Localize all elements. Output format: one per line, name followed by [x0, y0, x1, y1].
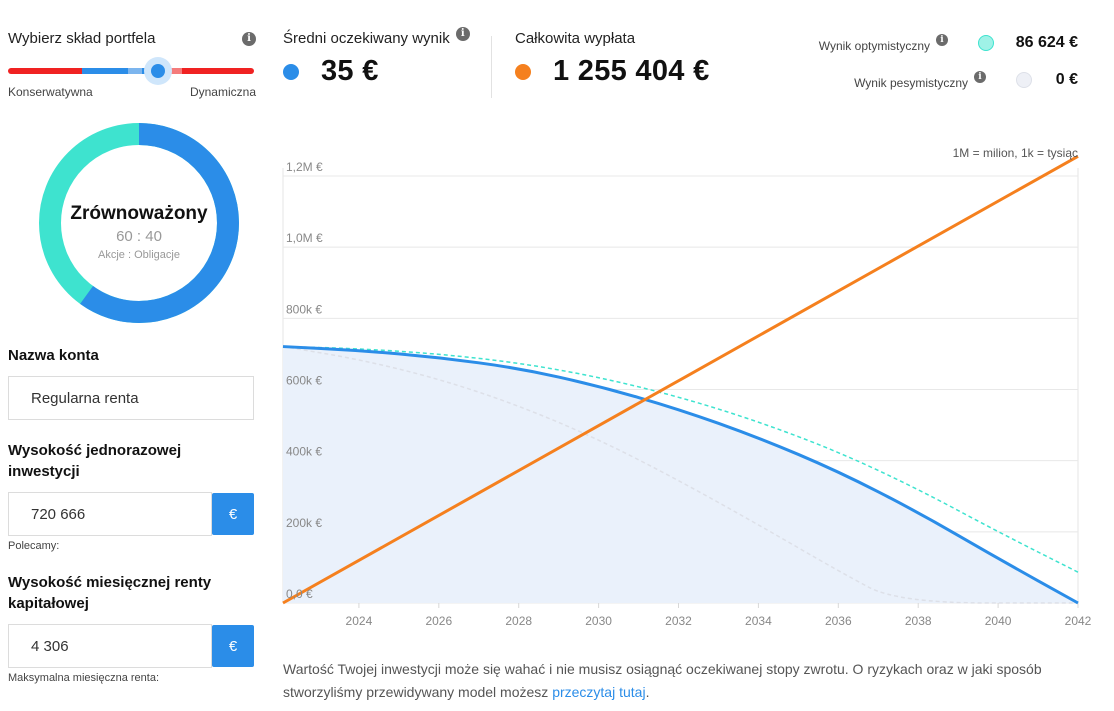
total-payout-value: 1 255 404 € — [553, 55, 710, 87]
optimistic-value: 86 624 € — [1015, 34, 1078, 51]
pessimistic-label: Wynik pesymistyczny — [854, 76, 968, 90]
chart-unit-note: 1M = milion, 1k = tysiąc — [953, 146, 1078, 160]
x-tick-label: 2024 — [346, 614, 373, 628]
pessimistic-stat: Wynik pesymistyczny i 0 € — [854, 70, 1078, 90]
lump-sum-section: Wysokość jednorazowej inwestycji 720 666… — [8, 440, 256, 552]
optimistic-label: Wynik optymistyczny — [818, 39, 930, 53]
slider-labels: Konserwatywna Dynamiczna — [8, 85, 256, 99]
monthly-input[interactable]: 4 306 — [8, 624, 212, 668]
slider-handle[interactable] — [151, 64, 165, 78]
disclaimer-end: . — [645, 684, 650, 700]
portfolio-ratio-caption: Akcje : Obligacje — [98, 249, 180, 261]
lump-sum-label: Wysokość jednorazowej inwestycji — [8, 442, 182, 480]
left-panel: Wybierz skład portfela i Konserwatywna D… — [8, 30, 256, 684]
portfolio-title: Wybierz skład portfela — [8, 30, 156, 47]
donut-stocks-segment — [39, 123, 239, 323]
average-result-stat: Średni oczekiwany wynik i 35 € — [283, 26, 470, 88]
lump-sum-hint: Polecamy: — [8, 540, 60, 552]
optimistic-stat: Wynik optymistyczny i 86 624 € — [819, 33, 1078, 53]
disclaimer-text: Wartość Twojej inwestycji może się wahać… — [283, 661, 1042, 700]
average-result-title: Średni oczekiwany wynik — [283, 30, 450, 47]
x-tick-label: 2034 — [745, 614, 772, 628]
optimistic-dot — [978, 35, 994, 51]
x-tick-label: 2026 — [425, 614, 452, 628]
y-tick-label: 1,2M € — [286, 160, 323, 174]
slider-right-label: Dynamiczna — [189, 85, 256, 99]
read-here-link[interactable]: przeczytaj tutaj — [552, 684, 646, 700]
monthly-row: 4 306 € — [8, 624, 256, 668]
portfolio-slider[interactable] — [8, 57, 256, 85]
info-icon[interactable]: i — [974, 71, 986, 83]
y-tick-label: 200k € — [286, 516, 322, 530]
monthly-section: Wysokość miesięcznej renty kapitałowej 4… — [8, 572, 256, 684]
optimistic-line — [282, 345, 1079, 573]
stats-divider — [491, 36, 492, 98]
total-payout-title: Całkowita wypłata — [515, 30, 636, 47]
portfolio-name: Zrównoważony — [70, 203, 208, 224]
lump-sum-currency-button[interactable]: € — [212, 493, 254, 535]
pessimistic-dot — [1016, 72, 1032, 88]
lump-sum-row: 720 666 € — [8, 492, 256, 536]
total-payout-header: Całkowita wypłata — [515, 30, 710, 47]
info-icon[interactable]: i — [242, 31, 256, 46]
projection-chart: 0,0 € 200k € 400k € 600k € 800k € 1,0M € 1,2M … — [282, 146, 1092, 628]
y-tick-label: 600k € — [286, 374, 322, 388]
monthly-label: Wysokość miesięcznej renty kapitałowej — [8, 574, 212, 612]
average-result-value-row: 35 € — [283, 55, 470, 88]
average-area — [283, 346, 1078, 603]
monthly-hint: Maksymalna miesięczna renta: — [8, 672, 160, 684]
donut-center: Zrównoważony 60 : 40 Akcje : Obligacje — [39, 203, 239, 261]
portfolio-ratio: 60 : 40 — [116, 228, 162, 245]
total-payout-stat: Całkowita wypłata 1 255 404 € — [515, 30, 710, 88]
total-payout-line — [282, 154, 1079, 605]
allocation-donut: Zrównoważony 60 : 40 Akcje : Obligacje — [39, 123, 239, 323]
x-tick-label: 2038 — [905, 614, 932, 628]
donut-chart — [39, 123, 239, 323]
y-tick-label: 400k € — [286, 445, 322, 459]
risk-disclaimer: Wartość Twojej inwestycji może się wahać… — [283, 658, 1083, 704]
average-dot — [283, 63, 299, 80]
account-name-section: Nazwa konta Regularna renta — [8, 345, 256, 420]
pessimistic-value: 0 € — [1055, 71, 1078, 88]
portfolio-header: Wybierz skład portfela i — [8, 30, 256, 47]
x-tick-label: 2032 — [665, 614, 692, 628]
x-tick-label: 2040 — [985, 614, 1012, 628]
info-icon[interactable]: i — [936, 34, 948, 46]
slider-track[interactable] — [8, 68, 254, 74]
monthly-currency-button[interactable]: € — [212, 625, 254, 667]
total-payout-value-row: 1 255 404 € — [515, 55, 710, 88]
lump-sum-input[interactable]: 720 666 — [8, 492, 212, 536]
account-name-input[interactable]: Regularna renta — [8, 376, 254, 420]
average-line — [282, 345, 1079, 605]
x-tick-label: 2036 — [825, 614, 852, 628]
y-tick-label: 800k € — [286, 302, 322, 316]
y-tick-label: 1,0M € — [286, 231, 323, 245]
total-payout-dot — [515, 63, 531, 80]
x-tick-label: 2030 — [585, 614, 612, 628]
average-result-value: 35 € — [321, 55, 379, 87]
account-name-label: Nazwa konta — [8, 347, 99, 364]
average-result-header: Średni oczekiwany wynik i — [283, 26, 470, 47]
y-tick-label: 0,0 € — [286, 587, 313, 601]
x-tick-label: 2042 — [1065, 614, 1092, 628]
info-icon[interactable]: i — [455, 26, 470, 41]
x-tick-label: 2028 — [505, 614, 532, 628]
slider-left-label: Konserwatywna — [8, 85, 93, 99]
